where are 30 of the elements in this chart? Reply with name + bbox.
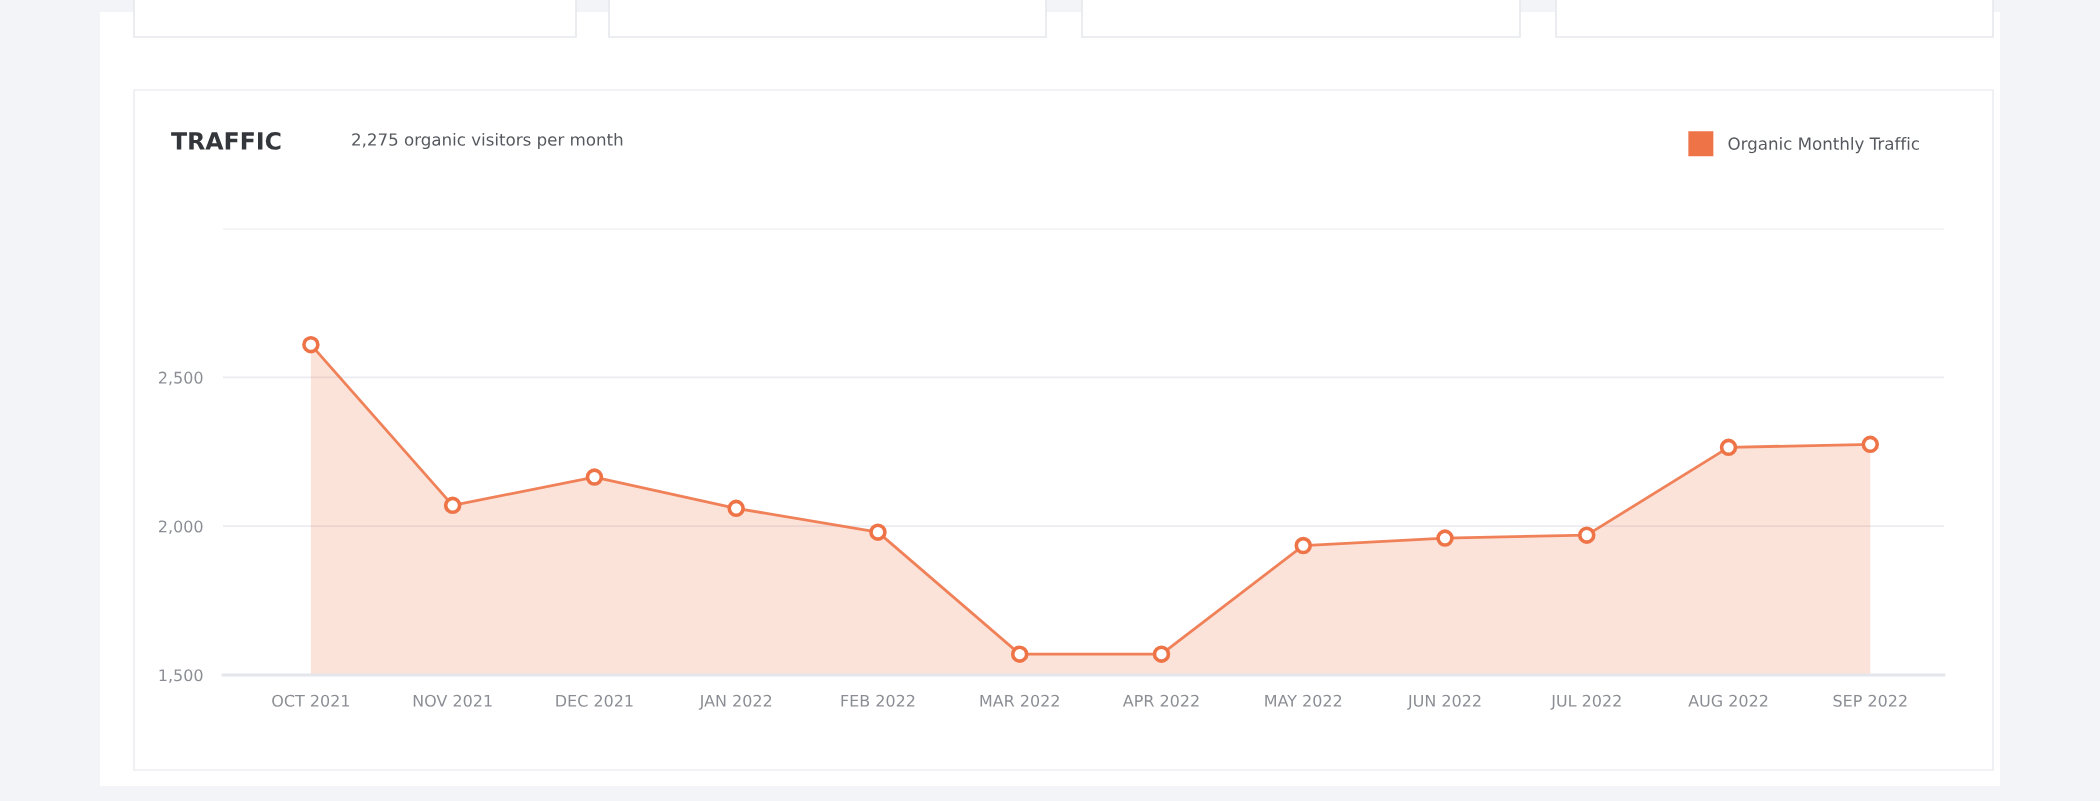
x-tick-label: JAN 2022 [698,694,772,710]
y-tick-label: 2,000 [159,520,203,535]
x-tick-label: OCT 2021 [272,694,350,707]
y-tick-label: 1,500 [159,669,203,683]
legend-label: Organic Monthly Traffic [1728,137,1919,154]
x-tick-label: FEB 2022 [841,694,915,707]
x-tick-label: JUN 2022 [1407,694,1481,710]
point [302,335,320,354]
point [1861,435,1880,454]
y-tick-label: 2,500 [159,371,203,386]
chart-title: TRAFFIC [171,131,281,150]
x-tick-label: MAY 2022 [1265,694,1342,707]
point [1719,438,1738,457]
x-tick-label: MAR 2022 [980,694,1059,707]
x-tick-label: JUL 2022 [1550,694,1621,710]
point [727,499,745,518]
x-tick-label: APR 2022 [1122,694,1199,707]
point [1152,645,1171,663]
x-tick-label: NOV 2021 [413,694,492,707]
chart-subtitle: 2,275 organic visitors per month [352,132,623,150]
x-tick-label: AUG 2022 [1688,694,1768,707]
point [443,496,462,515]
point [869,523,887,541]
point [1294,536,1312,555]
x-tick-label: SEP 2022 [1833,694,1907,707]
point [1578,526,1596,544]
x-tick-label: DEC 2021 [556,694,633,707]
point [1010,645,1029,663]
point [1436,529,1454,547]
point [585,468,604,486]
